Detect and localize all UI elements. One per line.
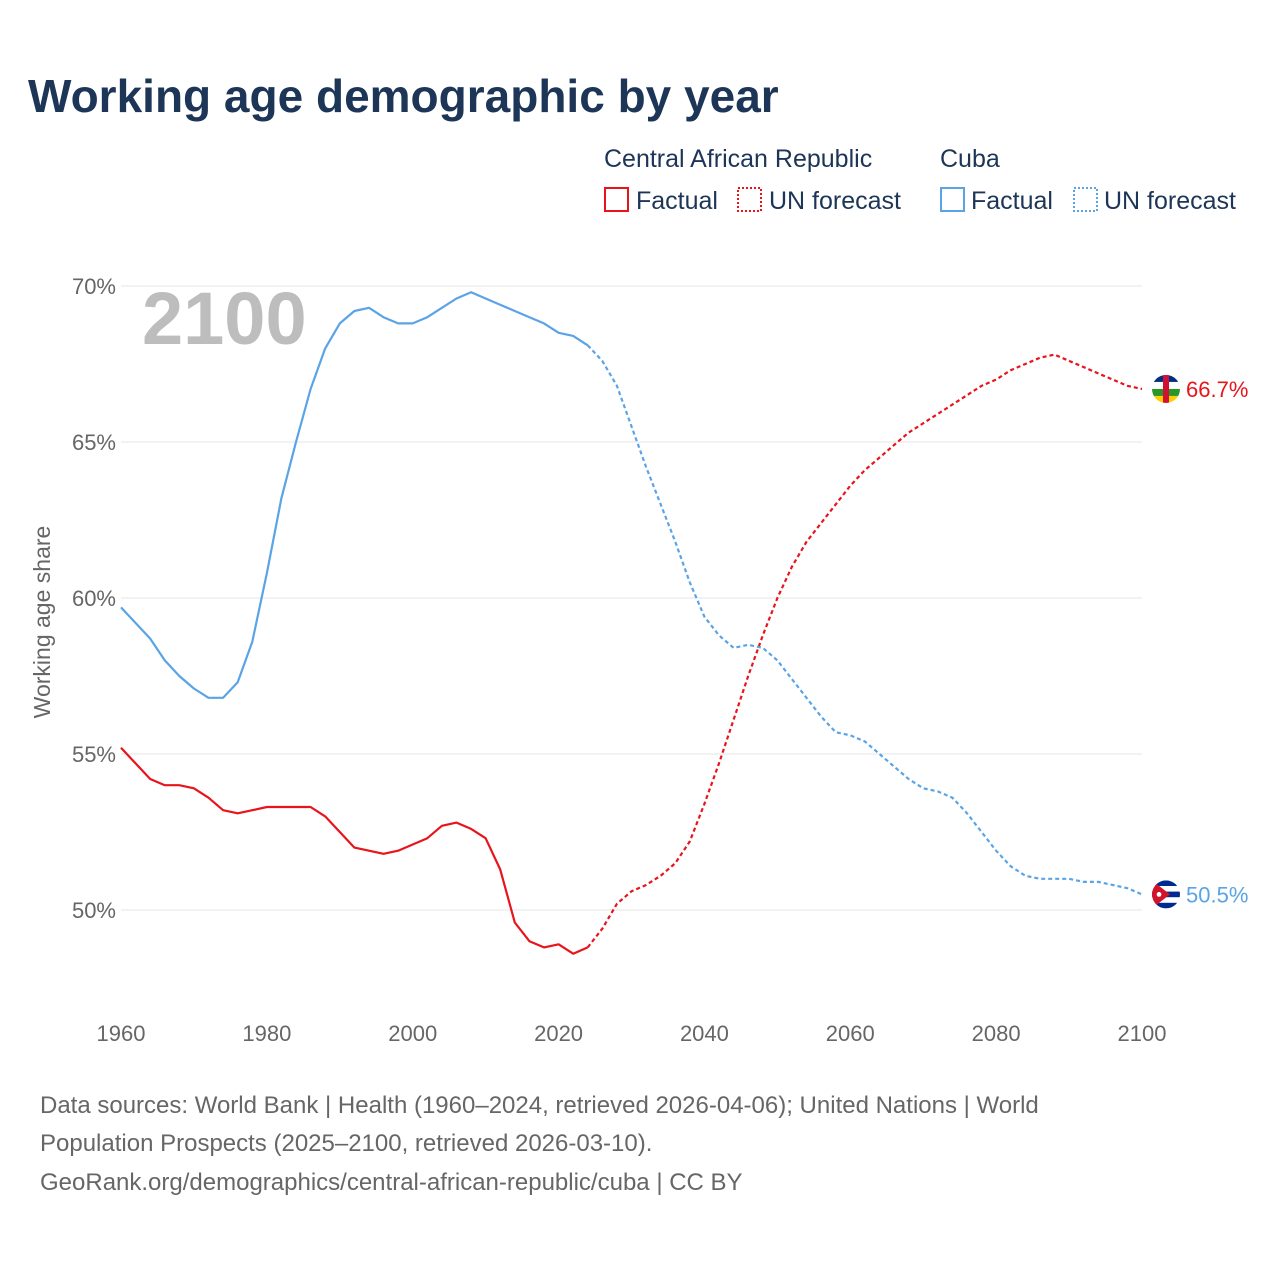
legend-label-car-forecast: UN forecast — [769, 187, 901, 215]
series-line-cuba-forecast — [586, 344, 1143, 896]
legend-swatch-cuba-forecast — [1073, 187, 1098, 212]
x-axis: 1960 1980 2000 2020 2040 2060 2080 2100 — [97, 1021, 1167, 1046]
x-tick-label: 2060 — [826, 1021, 875, 1046]
series-layer — [120, 291, 1143, 955]
x-tick-label: 1980 — [242, 1021, 291, 1046]
legend-group-car: Central African Republic — [604, 145, 872, 173]
y-tick-label: 70% — [72, 274, 116, 299]
legend-label-car-factual: Factual — [636, 187, 718, 215]
legend-swatch-car-factual — [604, 187, 629, 212]
chart-title: Working age demographic by year — [28, 70, 779, 122]
y-tick-label: 60% — [72, 586, 116, 611]
end-label-car: 66.7% — [1186, 377, 1248, 402]
y-axis: 50% 55% 60% 65% 70% — [72, 274, 116, 923]
legend: Central African Republic Cuba Factual UN… — [604, 145, 1236, 215]
legend-label-cuba-factual: Factual — [971, 187, 1053, 215]
x-tick-label: 2100 — [1118, 1021, 1167, 1046]
x-tick-label: 2000 — [388, 1021, 437, 1046]
legend-swatch-cuba-factual — [940, 187, 965, 212]
x-tick-label: 2080 — [972, 1021, 1021, 1046]
y-tick-label: 50% — [72, 898, 116, 923]
x-tick-label: 2020 — [534, 1021, 583, 1046]
end-label-cuba: 50.5% — [1186, 882, 1248, 907]
year-badge: 2100 — [142, 277, 307, 360]
y-tick-label: 65% — [72, 430, 116, 455]
gridlines — [121, 285, 1142, 911]
source-line-2: Population Prospects (2025–2100, retriev… — [40, 1130, 652, 1157]
series-line-cuba-factual — [120, 291, 589, 699]
y-axis-title: Working age share — [29, 526, 55, 719]
series-line-car-forecast — [586, 353, 1143, 949]
y-tick-label: 55% — [72, 742, 116, 767]
legend-label-cuba-forecast: UN forecast — [1104, 187, 1236, 215]
x-tick-label: 2040 — [680, 1021, 729, 1046]
cuba-flag-icon — [1152, 880, 1180, 909]
legend-group-cuba: Cuba — [940, 145, 1000, 173]
central-african-republic-flag-icon — [1152, 374, 1180, 403]
series-line-car-factual — [120, 747, 589, 955]
x-tick-label: 1960 — [97, 1021, 146, 1046]
source-line-3[interactable]: GeoRank.org/demographics/central-african… — [40, 1169, 743, 1196]
source-line-1: Data sources: World Bank | Health (1960–… — [40, 1092, 1039, 1119]
legend-swatch-car-forecast — [737, 187, 762, 212]
